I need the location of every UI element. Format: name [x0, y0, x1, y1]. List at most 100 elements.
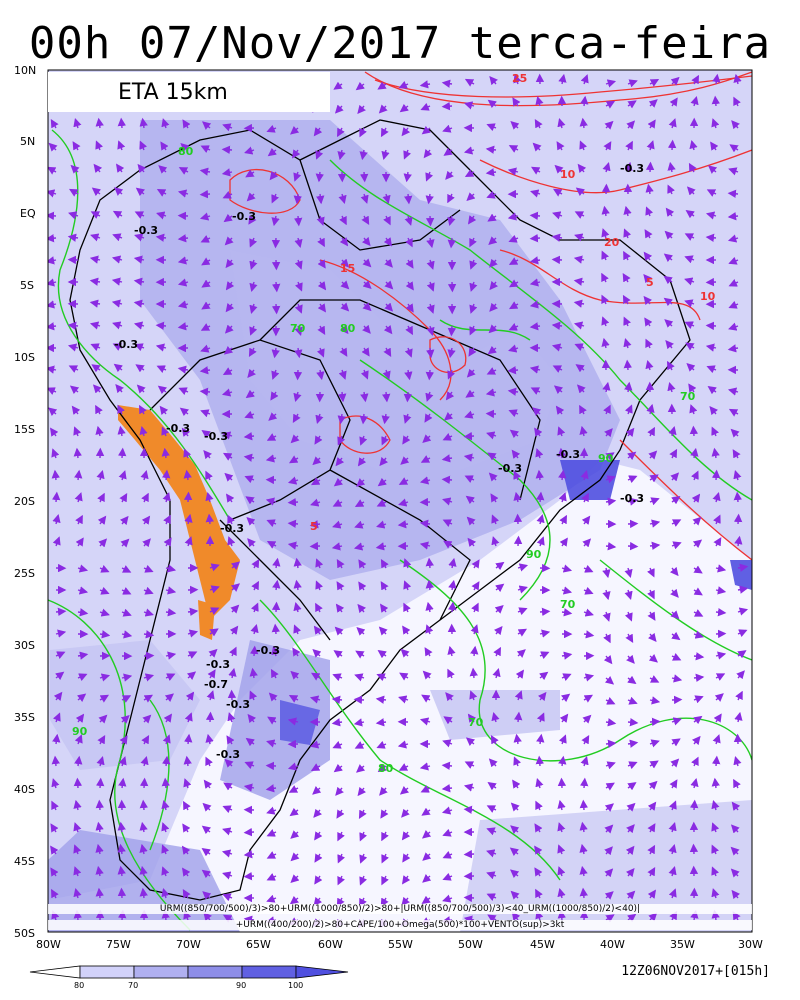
- wind-vector-arrow: [117, 447, 127, 459]
- wind-vector-arrow: [669, 97, 678, 107]
- wind-vector-arrow: [383, 237, 393, 247]
- wind-vector-arrow: [671, 738, 681, 747]
- wind-vector-arrow: [647, 844, 656, 855]
- wind-vector-arrow: [202, 802, 212, 812]
- wind-vector-arrow: [559, 537, 568, 547]
- wind-vector-arrow: [314, 853, 323, 863]
- wind-vector-arrow: [711, 888, 720, 899]
- wind-vector-arrow: [135, 364, 145, 373]
- wind-vector-arrow: [485, 388, 497, 397]
- wind-vector-arrow: [202, 121, 212, 130]
- wind-vector-arrow: [77, 564, 89, 573]
- wind-vector-arrow: [335, 457, 345, 467]
- wind-vector-arrow: [290, 434, 300, 444]
- wind-vector-arrow: [331, 695, 343, 704]
- wind-vector-arrow: [727, 189, 739, 199]
- wind-vector-arrow: [139, 865, 148, 877]
- wind-vector-arrow: [120, 515, 129, 526]
- wind-vector-arrow: [184, 536, 193, 547]
- wind-vector-arrow: [689, 425, 699, 437]
- wind-vector-arrow: [91, 364, 101, 373]
- wind-vector-arrow: [647, 426, 655, 437]
- wind-vector-arrow: [55, 629, 67, 638]
- wind-vector-arrow: [249, 303, 258, 314]
- wind-vector-arrow: [375, 718, 387, 727]
- wind-vector-arrow: [730, 846, 740, 856]
- wind-vector-arrow: [77, 651, 89, 660]
- lat-label: 40S: [14, 783, 35, 796]
- wind-vector-arrow: [648, 99, 658, 108]
- wind-vector-arrow: [601, 250, 610, 261]
- wind-vector-arrow: [508, 279, 519, 288]
- wind-vector-arrow: [424, 647, 433, 657]
- wind-vector-arrow: [494, 604, 504, 614]
- wind-vector-arrow: [401, 808, 410, 818]
- wind-vector-arrow: [727, 234, 739, 243]
- wind-vector-arrow: [50, 118, 59, 129]
- wind-vector-arrow: [48, 365, 57, 374]
- wind-vector-arrow: [508, 234, 519, 243]
- wind-vector-arrow: [361, 215, 370, 226]
- wind-vector-arrow: [534, 845, 543, 855]
- wind-vector-arrow: [442, 872, 453, 881]
- wind-vector-arrow: [73, 866, 82, 877]
- wind-vector-arrow: [209, 585, 220, 594]
- wind-vector-arrow: [179, 407, 190, 417]
- wind-vector-arrow: [143, 673, 155, 682]
- wind-vector-arrow: [379, 786, 388, 796]
- wind-vector-arrow: [183, 491, 193, 503]
- wind-vector-arrow: [517, 585, 528, 594]
- wind-vector-arrow: [581, 492, 589, 503]
- wind-vector-arrow: [118, 470, 127, 481]
- wind-vector-arrow: [99, 673, 111, 682]
- wind-vector-arrow: [137, 163, 147, 174]
- wind-vector-arrow: [99, 564, 110, 573]
- wind-vector-arrow: [419, 541, 431, 550]
- wind-vector-arrow: [441, 454, 453, 463]
- wind-vector-arrow: [139, 887, 148, 899]
- wind-vector-arrow: [667, 184, 675, 195]
- wind-vector-arrow: [664, 230, 674, 240]
- wind-vector-arrow: [488, 758, 498, 768]
- lon-label: 35W: [670, 938, 695, 951]
- wind-vector-arrow: [227, 514, 235, 525]
- wind-vector-arrow: [731, 120, 740, 130]
- wind-vector-arrow: [646, 403, 655, 415]
- wind-vector-arrow: [155, 321, 167, 331]
- wind-vector-arrow: [271, 215, 280, 227]
- wind-vector-arrow: [535, 469, 544, 481]
- wind-vector-arrow: [420, 785, 431, 793]
- wind-vector-arrow: [121, 565, 132, 573]
- wind-vector-arrow: [222, 123, 233, 132]
- wind-vector-arrow: [671, 495, 681, 505]
- wind-vector-arrow: [574, 211, 585, 219]
- wind-vector-arrow: [248, 347, 257, 358]
- wind-vector-arrow: [359, 853, 368, 864]
- wind-vector-arrow: [623, 228, 632, 239]
- wind-vector-arrow: [51, 469, 60, 481]
- wind-vector-arrow: [161, 844, 170, 855]
- wind-vector-arrow: [692, 516, 702, 526]
- wind-vector-arrow: [271, 237, 281, 249]
- wind-vector-arrow: [250, 623, 259, 635]
- wind-vector-arrow: [117, 404, 125, 415]
- wind-vector-arrow: [339, 324, 349, 335]
- wind-vector-arrow: [582, 714, 592, 724]
- wind-vector-arrow: [686, 362, 696, 372]
- wind-vector-arrow: [358, 559, 367, 569]
- wind-vector-arrow: [271, 369, 280, 380]
- wind-vector-arrow: [534, 427, 543, 437]
- wind-vector-arrow: [140, 469, 149, 481]
- wind-vector-arrow: [579, 425, 588, 437]
- wind-vector-arrow: [156, 211, 167, 220]
- wind-vector-arrow: [317, 303, 327, 313]
- wind-vector-arrow: [293, 579, 302, 591]
- wind-vector-arrow: [265, 497, 277, 506]
- wind-vector-arrow: [161, 447, 170, 459]
- wind-vector-arrow: [627, 675, 637, 685]
- wind-vector-arrow: [691, 756, 699, 767]
- wind-vector-arrow: [357, 603, 366, 614]
- wind-vector-arrow: [111, 299, 123, 308]
- wind-vector-arrow: [315, 171, 324, 183]
- wind-vector-arrow: [161, 822, 170, 833]
